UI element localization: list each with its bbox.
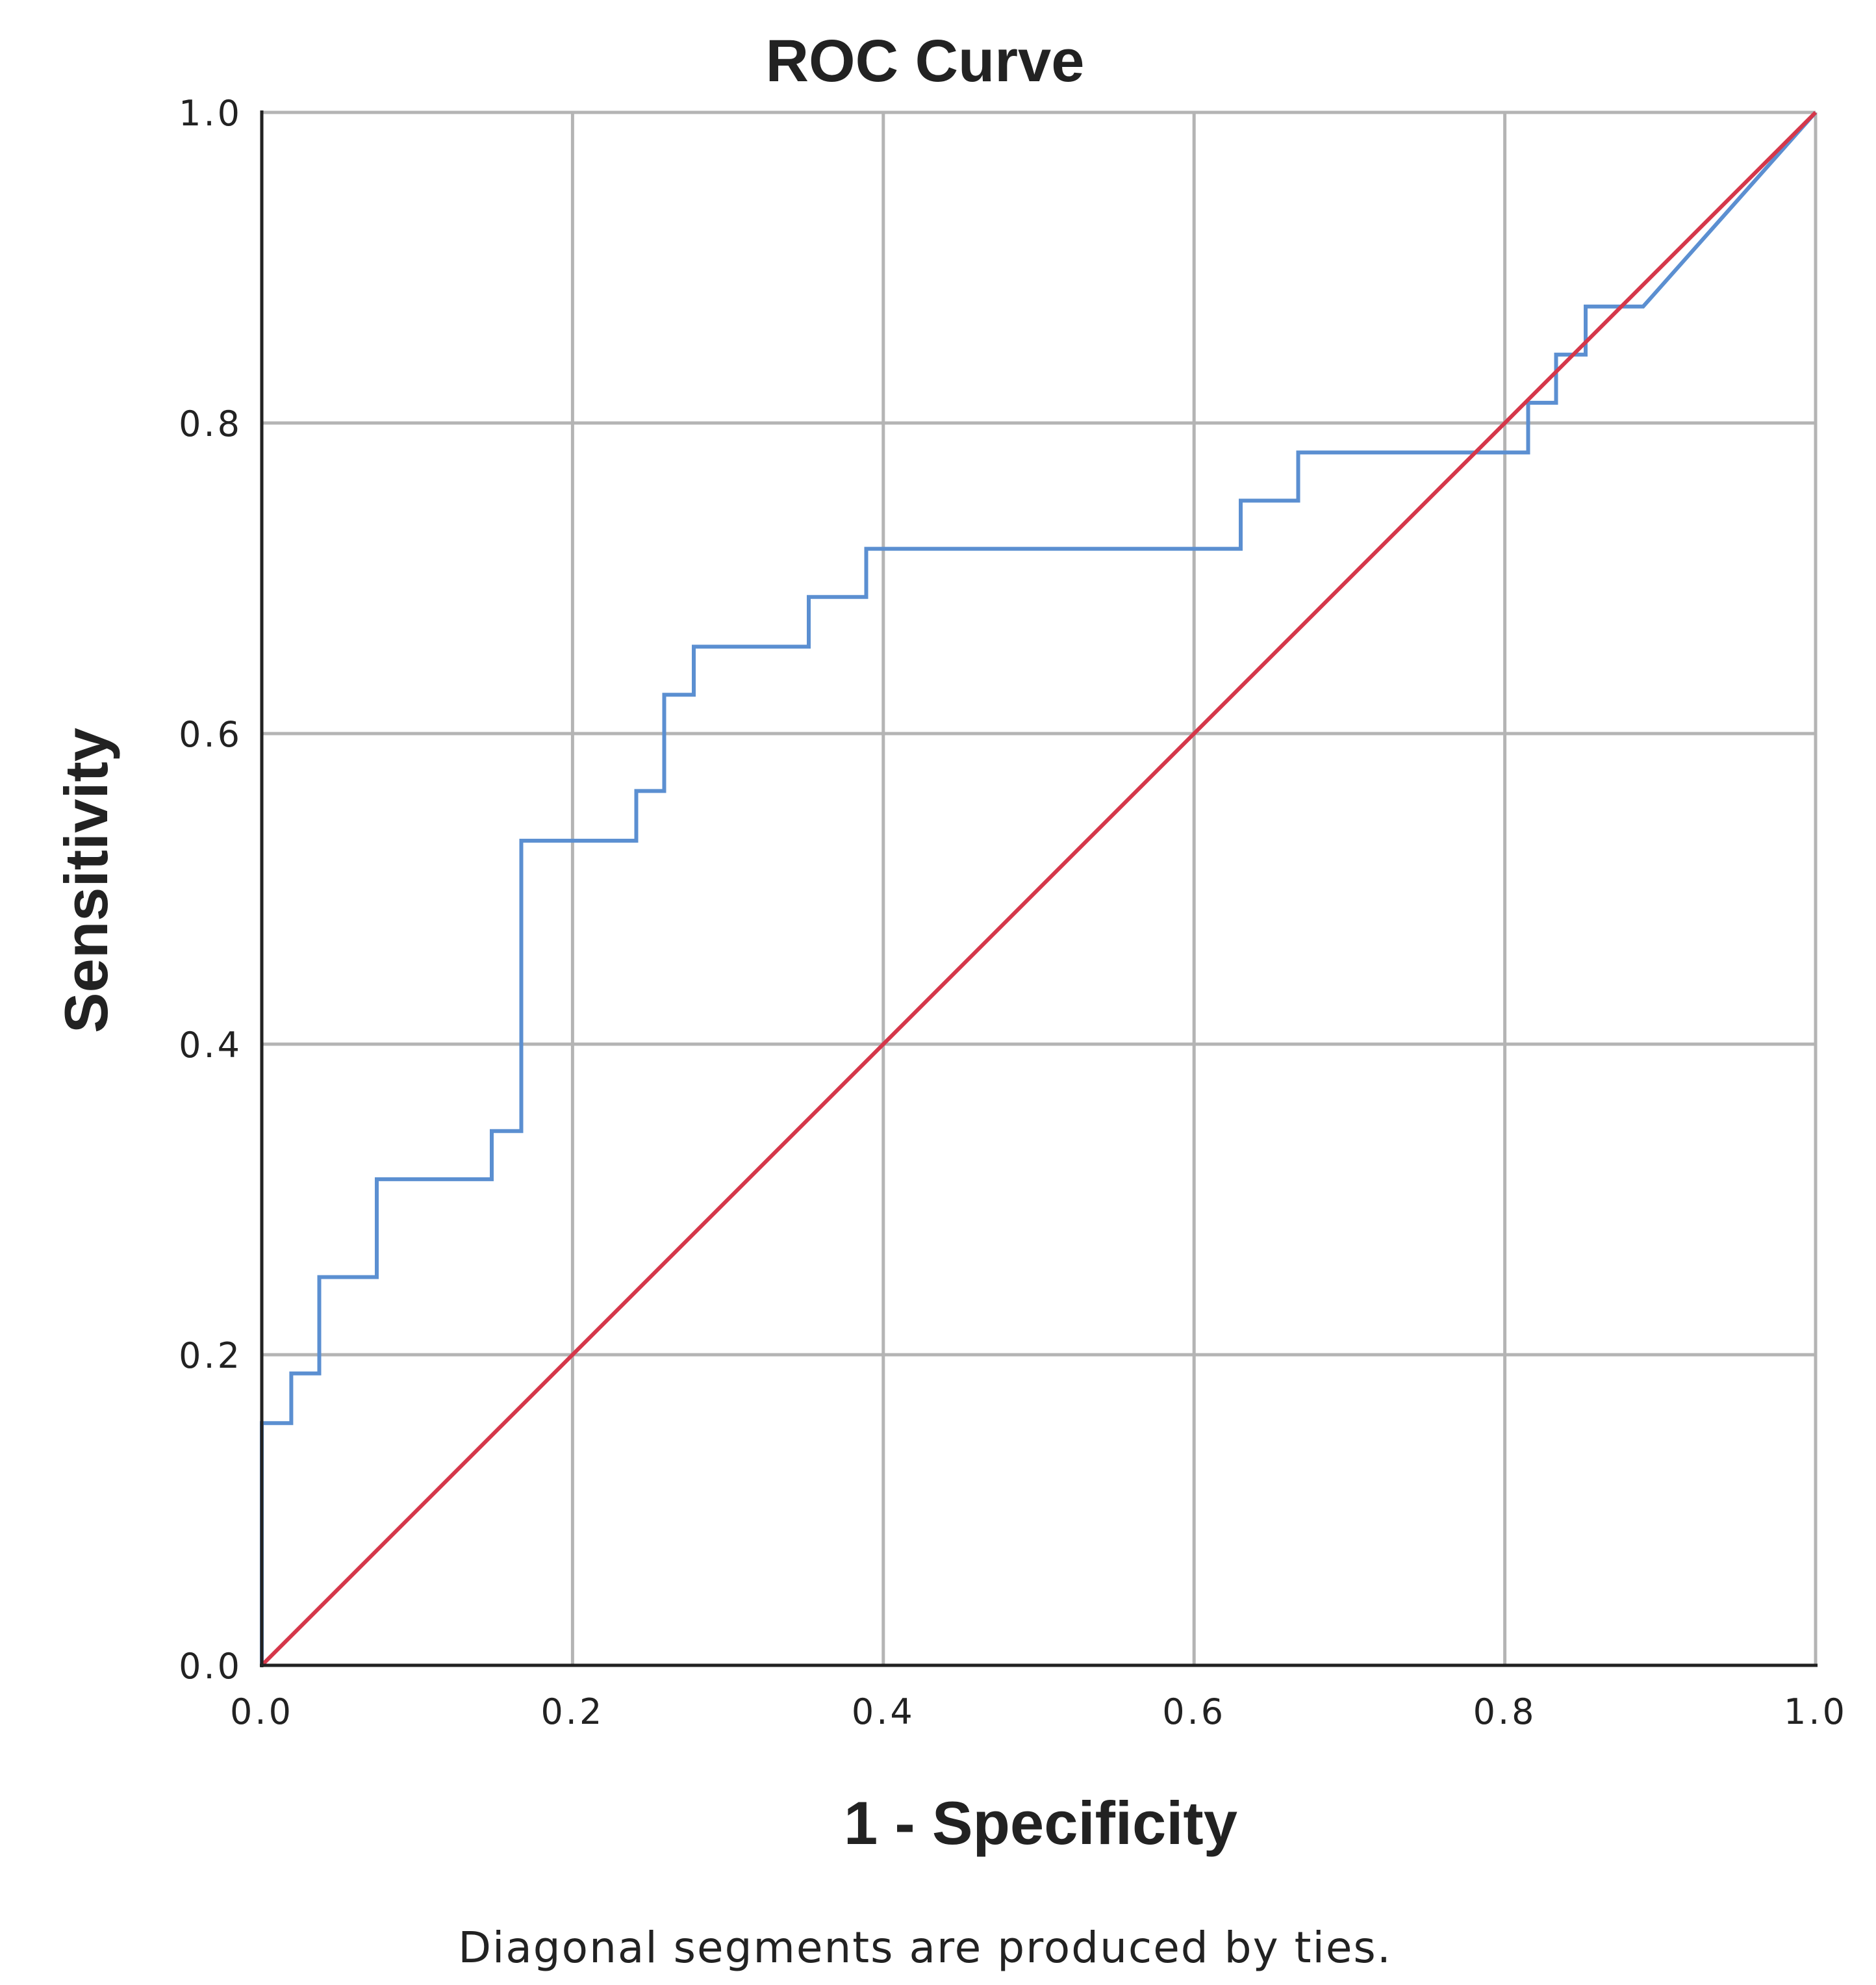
y-tick-label: 0.2: [179, 1335, 242, 1376]
axes: [260, 110, 1818, 1667]
grid-lines: [260, 110, 1818, 1667]
x-tick-label: 0.8: [1473, 1691, 1537, 1732]
tick-labels: 0.0 0.2 0.4 0.6 0.8 1.0 0.0 0.2 0.4 0.6 0.8 1.0: [179, 93, 1847, 1732]
x-tick-label: 0.0: [230, 1691, 294, 1732]
x-tick-label: 0.4: [852, 1691, 915, 1732]
x-tick-label: 1.0: [1784, 1691, 1847, 1732]
y-axis-label: Sensitivity: [52, 728, 120, 1033]
x-tick-label: 0.6: [1162, 1691, 1226, 1732]
roc-curve-line: [260, 111, 1818, 1665]
x-tick-label: 0.2: [540, 1691, 604, 1732]
y-tick-label: 0.6: [179, 714, 242, 755]
x-axis-label: 1 - Specificity: [844, 1789, 1237, 1857]
y-tick-label: 0.0: [179, 1646, 242, 1687]
chart-title: ROC Curve: [766, 28, 1085, 94]
footnote: Diagonal segments are produced by ties.: [458, 1923, 1392, 1973]
y-tick-label: 0.8: [179, 403, 242, 444]
y-tick-label: 1.0: [179, 93, 242, 134]
reference-diagonal-line: [260, 110, 1818, 1667]
series-lines: [260, 110, 1818, 1667]
y-tick-label: 0.4: [179, 1025, 242, 1066]
